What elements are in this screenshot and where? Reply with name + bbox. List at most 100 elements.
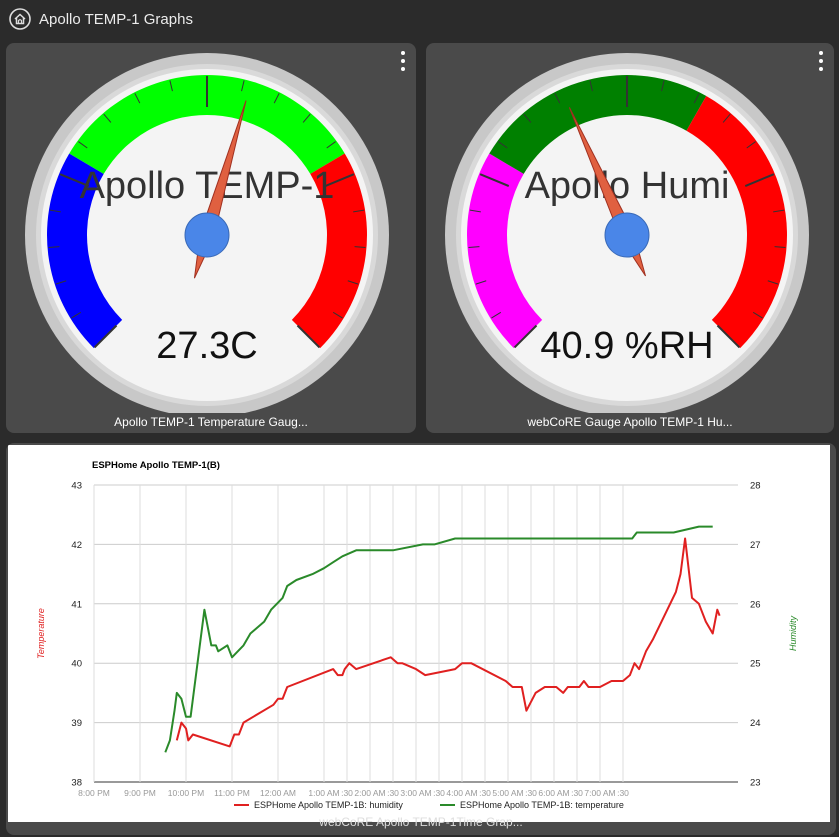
y-tick-label: 43 bbox=[71, 481, 82, 492]
x-tick-label: :30 bbox=[479, 788, 491, 798]
gauge-tick bbox=[103, 113, 112, 123]
gauge-tick bbox=[324, 173, 355, 187]
y2-tick-label: 23 bbox=[750, 778, 761, 789]
gauge-tick bbox=[744, 173, 775, 187]
x-tick-label: :30 bbox=[525, 788, 537, 798]
gauge-tick bbox=[169, 80, 173, 92]
chart-title: ESPHome Apollo TEMP-1(B) bbox=[92, 460, 220, 471]
gauge-tick bbox=[716, 324, 741, 349]
tile-menu-icon[interactable] bbox=[815, 449, 829, 469]
x-tick-label: :30 bbox=[341, 788, 353, 798]
y-tick-label: 39 bbox=[71, 718, 82, 729]
home-icon[interactable] bbox=[9, 8, 31, 30]
gauge-tick bbox=[354, 246, 366, 248]
x-tick-label: 1:00 AM bbox=[308, 788, 339, 798]
gauge-tick bbox=[134, 93, 141, 104]
line-chart: ESPHome Apollo TEMP-1(B) 43 42 41 40 39 38 28 27… bbox=[36, 460, 798, 810]
y-tick-label: 40 bbox=[71, 659, 82, 670]
x-tick-label: 11:00 PM bbox=[214, 788, 250, 798]
temperature-gauge-caption: Apollo TEMP-1 Temperature Gaug... bbox=[114, 415, 308, 429]
gauge-tick bbox=[752, 311, 763, 319]
x-tick-label: 8:00 PM bbox=[78, 788, 110, 798]
x-tick-label: 10:00 PM bbox=[168, 788, 204, 798]
gauge-tick bbox=[498, 141, 508, 149]
gauge-tick bbox=[273, 93, 280, 104]
x-tick-label: :30 bbox=[571, 788, 583, 798]
gauge-tick bbox=[49, 209, 61, 213]
gauge-tick bbox=[469, 209, 481, 213]
gauge-tick bbox=[353, 209, 365, 213]
y2-tick-label: 27 bbox=[750, 540, 761, 551]
dashboard-header: Apollo TEMP-1 Graphs bbox=[0, 0, 839, 38]
gauge-value-text: 27.3C bbox=[156, 325, 257, 367]
x-tick-label: :30 bbox=[617, 788, 629, 798]
gauge-band-0 bbox=[467, 153, 543, 349]
x-tick-label: :30 bbox=[433, 788, 445, 798]
x-tick-label: 7:00 AM bbox=[584, 788, 615, 798]
gauge-tick bbox=[767, 280, 779, 285]
gauge-tick bbox=[71, 311, 82, 319]
dashboard-title: Apollo TEMP-1 Graphs bbox=[39, 10, 193, 28]
gauge-tick bbox=[55, 280, 67, 285]
humidity-gauge: Apollo Humi 40.9 %RH bbox=[445, 53, 809, 417]
gauge-tick bbox=[59, 173, 90, 187]
gauge-tick bbox=[296, 324, 321, 349]
gauge-tick bbox=[722, 113, 731, 123]
y-tick-label: 41 bbox=[71, 599, 82, 610]
gauge-tick bbox=[491, 311, 502, 319]
x-tick-label: :30 bbox=[387, 788, 399, 798]
y2-tick-label: 25 bbox=[750, 659, 761, 670]
series-line-1 bbox=[164, 525, 713, 753]
x-tick-label: 12:00 AM bbox=[260, 788, 296, 798]
tile-menu-icon[interactable] bbox=[814, 51, 828, 71]
temperature-gauge-tile[interactable]: Apollo TEMP-1 27.3C Apollo TEMP-1 Tempera… bbox=[6, 43, 416, 433]
gauge-label: Apollo Humi bbox=[525, 165, 730, 207]
y-tick-label: 42 bbox=[71, 540, 82, 551]
gauge-tick bbox=[326, 141, 336, 149]
gauge-tick bbox=[479, 173, 510, 187]
gauge-value-text: 40.9 %RH bbox=[540, 325, 713, 367]
legend-label: ESPHome Apollo TEMP-1B: temperature bbox=[460, 800, 624, 810]
gauge-tick bbox=[475, 280, 487, 285]
x-tick-label: 5:00 AM bbox=[492, 788, 523, 798]
x-tick-label: 4:00 AM bbox=[446, 788, 477, 798]
series-line-0 bbox=[175, 537, 721, 748]
time-graph-tile[interactable]: ESPHome Apollo TEMP-1(B) 43 42 41 40 39 38 28 27… bbox=[6, 443, 836, 835]
gauge-tick bbox=[661, 80, 665, 92]
tile-menu-icon[interactable] bbox=[396, 51, 410, 71]
gauge-tick bbox=[513, 324, 538, 349]
y2-tick-label: 26 bbox=[750, 599, 761, 610]
gauge-band-2 bbox=[291, 153, 367, 349]
gauge-tick bbox=[468, 246, 480, 248]
gauge-tick bbox=[589, 80, 593, 92]
legend-label: ESPHome Apollo TEMP-1B: humidity bbox=[254, 800, 403, 810]
y2-axis-label: Humidity bbox=[788, 616, 798, 652]
gauge-tick bbox=[693, 93, 700, 104]
x-tick-label: 6:00 AM bbox=[538, 788, 569, 798]
gauge-tick bbox=[302, 113, 311, 123]
gauge-tick bbox=[241, 80, 245, 92]
gauge-tick bbox=[78, 141, 88, 149]
gauge-hub bbox=[184, 212, 230, 258]
y2-tick-label: 24 bbox=[750, 718, 761, 729]
gauge-tick bbox=[48, 246, 60, 248]
gauge-tick bbox=[774, 246, 786, 248]
gauge-label: Apollo TEMP-1 bbox=[80, 165, 335, 207]
temperature-gauge: Apollo TEMP-1 27.3C bbox=[25, 53, 389, 417]
gauge-tick bbox=[347, 280, 359, 285]
gauge-tick bbox=[773, 209, 785, 213]
gauge-tick bbox=[554, 93, 561, 104]
x-tick-label: 3:00 AM bbox=[400, 788, 431, 798]
y-tick-label: 38 bbox=[71, 778, 82, 789]
x-tick-label: 9:00 PM bbox=[124, 788, 156, 798]
gauge-band-1 bbox=[489, 75, 707, 174]
gauge-band-0 bbox=[46, 153, 123, 349]
chart-area: ESPHome Apollo TEMP-1(B) 43 42 41 40 39 38 28 27… bbox=[8, 445, 830, 822]
humidity-gauge-caption: webCoRE Gauge Apollo TEMP-1 Hu... bbox=[527, 415, 733, 429]
time-graph-caption: webCoRE Apollo TEMP-1Time Grap... bbox=[319, 815, 523, 829]
gauge-tick bbox=[332, 311, 343, 319]
gauge-tick bbox=[746, 141, 756, 149]
gauge-tick bbox=[93, 324, 118, 349]
x-tick-label: 2:00 AM bbox=[354, 788, 385, 798]
humidity-gauge-tile[interactable]: Apollo Humi 40.9 %RH webCoRE Gauge Apollo… bbox=[426, 43, 834, 433]
